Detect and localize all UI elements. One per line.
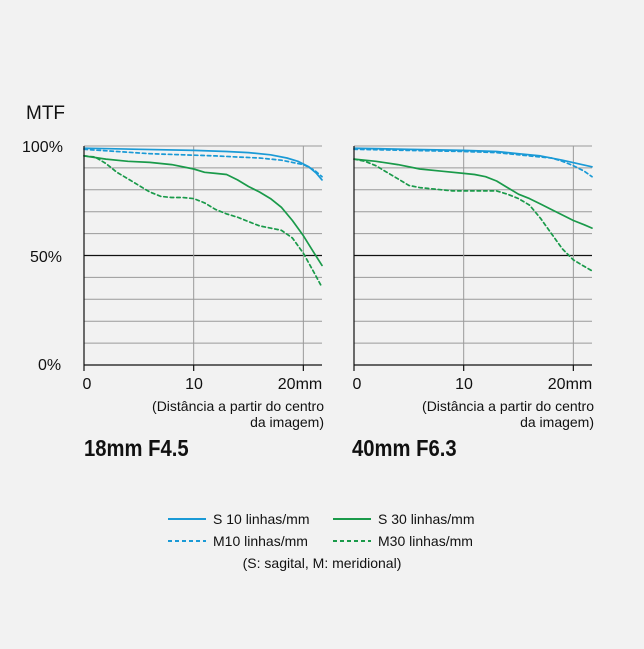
axes-frame [353, 146, 592, 371]
legend: S 10 linhas/mm S 30 linhas/mm M10 linhas… [168, 511, 474, 571]
y-tick-label: 100% [22, 139, 63, 156]
x-tick-label: 20mm [548, 376, 592, 393]
series-line-m30 [83, 155, 323, 289]
legend-label-m10: M10 linhas/mm [213, 533, 308, 549]
x-axis-label-line1: (Distância a partir do centro [422, 398, 594, 414]
series-line-s10 [83, 147, 323, 181]
y-axis-label: MTF [26, 103, 65, 124]
series-line-s30 [353, 158, 593, 229]
series-group [353, 147, 593, 272]
series-line-m10 [353, 148, 593, 178]
legend-label-s30: S 30 linhas/mm [378, 511, 474, 527]
gridlines [354, 145, 592, 365]
series-group [83, 147, 323, 289]
axes-frame [83, 146, 322, 371]
y-tick-label: 50% [30, 249, 62, 266]
x-tick-label: 0 [353, 376, 362, 393]
x-axis-label-line1: (Distância a partir do centro [152, 398, 324, 414]
x-tick-label: 20mm [278, 376, 322, 393]
series-line-m30 [353, 158, 593, 272]
x-tick-label: 10 [455, 376, 473, 393]
series-line-m10 [83, 148, 323, 178]
legend-label-m30: M30 linhas/mm [378, 533, 473, 549]
chart-title: 18mm F4.5 [84, 435, 189, 462]
chart-panel-18mm: 0 10 20mm (Distância a partir do centro … [83, 145, 324, 462]
legend-note: (S: sagital, M: meridional) [243, 555, 402, 571]
series-line-s30 [83, 155, 323, 267]
gridlines [84, 145, 322, 365]
chart-title: 40mm F6.3 [352, 435, 457, 462]
x-axis-label-line2: da imagem) [520, 414, 594, 430]
y-tick-label: 0% [38, 357, 61, 374]
x-tick-label: 0 [83, 376, 92, 393]
chart-panel-40mm: 0 10 20mm (Distância a partir do centro … [352, 145, 594, 462]
x-axis-label-line2: da imagem) [250, 414, 324, 430]
legend-label-s10: S 10 linhas/mm [213, 511, 309, 527]
x-tick-label: 10 [185, 376, 203, 393]
